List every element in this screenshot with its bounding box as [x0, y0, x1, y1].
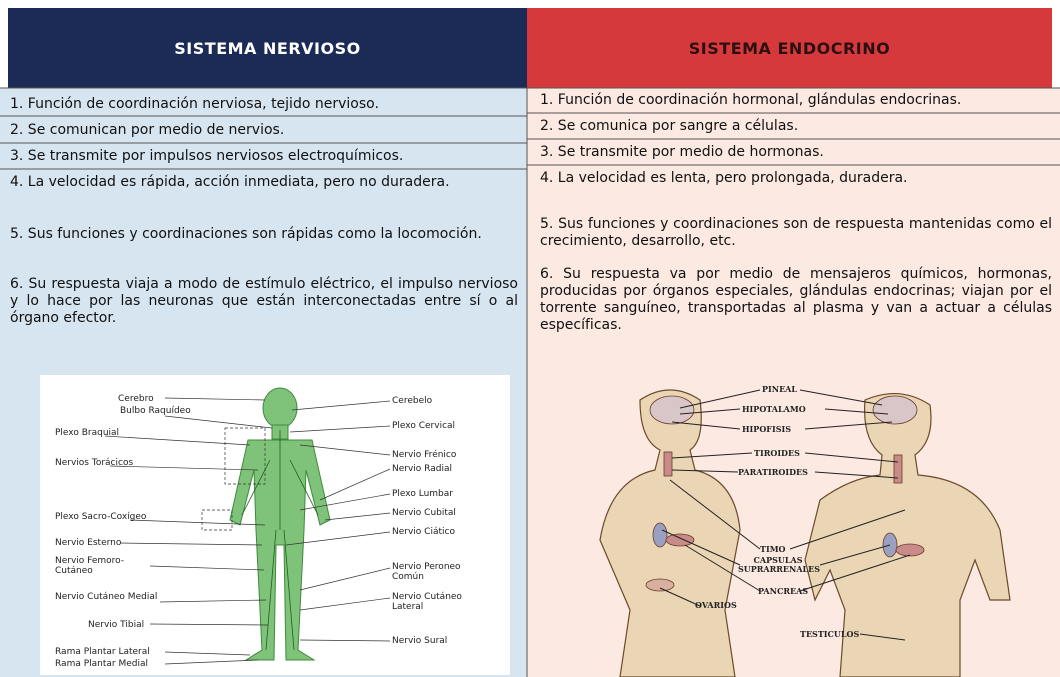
nerve-label: Nervio Esterno [55, 538, 122, 548]
right-item: 2. Se comunica por sangre a células. [540, 118, 799, 134]
gland-label: PANCREAS [758, 586, 809, 596]
gland-label: TESTICULOS [800, 629, 860, 639]
nerve-label: Plexo Sacro-Coxígeo [55, 512, 147, 522]
header-left: SISTEMA NERVIOSO [8, 8, 527, 88]
nerve-label: Nervio Cutáneo Lateral [392, 592, 462, 612]
gland-label: TIROIDES [754, 448, 800, 458]
nerve-label: Plexo Lumbar [392, 489, 453, 499]
header-right: SISTEMA ENDOCRINO [527, 8, 1052, 88]
right-item: 3. Se transmite por medio de hormonas. [540, 144, 824, 160]
nerve-label: Bulbo Raquídeo [120, 406, 191, 416]
left-item: 6. Su respuesta viaja a modo de estímulo… [10, 276, 518, 326]
nerve-label: Nervio Peroneo Común [392, 562, 461, 582]
right-item: 6. Su respuesta va por medio de mensajer… [540, 266, 1052, 333]
left-item: 1. Función de coordinación nerviosa, tej… [10, 96, 379, 112]
gland-label: PARATIROIDES [738, 467, 808, 477]
gland-label: TIMO [760, 544, 786, 554]
endocrine-figure [599, 389, 1011, 677]
right-item: 4. La velocidad es lenta, pero prolongad… [540, 170, 908, 186]
right-item: 1. Función de coordinación hormonal, glá… [540, 92, 962, 108]
nerve-label: Nervio Ciático [392, 527, 455, 537]
nerve-label: Nervio Femoro-Cutáneo [55, 556, 125, 576]
gland-label: HIPOFISIS [742, 424, 792, 434]
gland-label: CAPSULAS SUPRARRENALES [738, 555, 821, 574]
nerve-label: Nervios Torácicos [55, 458, 134, 468]
left-item: 3. Se transmite por impulsos nerviosos e… [10, 148, 404, 164]
nervous-figure [40, 375, 510, 675]
nerve-label: Nervio Sural [392, 636, 448, 646]
right-body [527, 88, 1060, 677]
nerve-label: Nervio Radial [392, 464, 452, 474]
gland-label: PINEAL [762, 384, 797, 394]
nerve-label: Rama Plantar Lateral [55, 647, 150, 657]
nerve-label: Nervio Frénico [392, 450, 457, 460]
left-item: 5. Sus funciones y coordinaciones son rá… [10, 226, 482, 242]
left-item: 4. La velocidad es rápida, acción inmedi… [10, 174, 450, 190]
nerve-label: Plexo Cervical [392, 421, 456, 431]
right-item: 5. Sus funciones y coordinaciones son de… [540, 216, 1052, 249]
nerve-label: Nervio Tibial [88, 620, 145, 630]
nerve-label: Plexo Braquial [55, 428, 120, 438]
nerve-label: Cerebro [118, 394, 154, 404]
nerve-label: Rama Plantar Medial [55, 659, 148, 669]
left-item: 2. Se comunican por medio de nervios. [10, 122, 285, 138]
gland-label: HIPOTALAMO [742, 404, 806, 414]
nerve-label: Cerebelo [392, 396, 433, 406]
gland-label: OVARIOS [695, 600, 737, 610]
nerve-label: Nervio Cutáneo Medial [55, 592, 158, 602]
nerve-label: Nervio Cubital [392, 508, 456, 518]
